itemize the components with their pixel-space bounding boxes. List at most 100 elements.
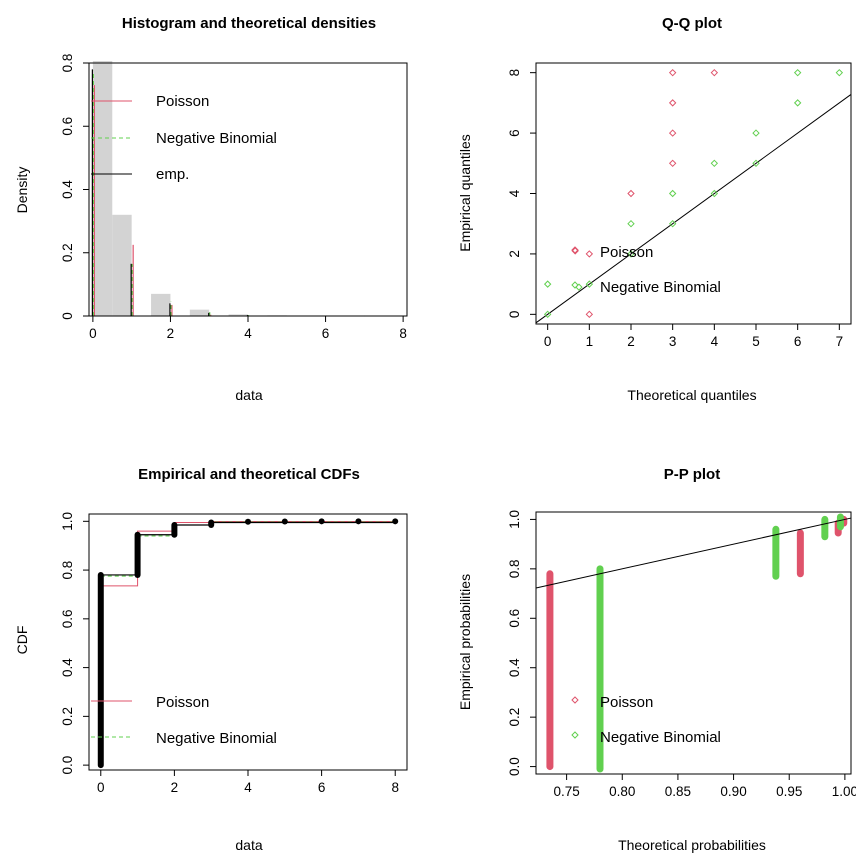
legend-label-poisson: Poisson [156,694,209,711]
panel-cdf: Empirical and theoretical CDFs data CDF … [14,466,408,853]
y-tick-label: 0.8 [60,54,75,73]
x-tick-label: 2 [627,334,635,349]
qq-point-negative-binomial [793,99,802,107]
x-tick-label: 0.85 [665,784,691,799]
x-axis: 0 2 4 6 8 [97,770,399,795]
x-tick-label: 5 [752,334,760,349]
x-tick-label: 3 [669,334,677,349]
y-tick-label: 0 [60,312,75,320]
y-tick-label: 0.4 [507,658,522,677]
x-tick-label: 6 [794,334,802,349]
empirical-cdf-point [245,518,251,525]
legend: Poisson Negative Binomial emp. [91,93,277,183]
qq-point-negative-binomial [710,189,719,198]
y-tick-label: 0.2 [60,243,75,262]
qq-point-poisson [668,99,677,107]
x-tick-label: 0 [97,780,105,795]
plot-frame [535,511,852,775]
x-tick-label: 8 [399,326,407,341]
y-tick-label: 0.4 [60,180,75,199]
reference-line [535,517,852,589]
qq-point-negative-binomial [575,283,583,291]
qq-point-negative-binomial [710,159,719,167]
legend-label-poisson: Poisson [600,244,653,261]
x-tick-label: 4 [711,334,719,349]
legend-label-emp: emp. [156,166,189,183]
qq-point-poisson [710,68,719,77]
marks [535,68,852,324]
empirical-cdf-point [392,518,399,525]
legend-label-poisson: Poisson [600,694,653,711]
chart-title: Empirical and theoretical CDFs [138,466,360,483]
x-tick-label: 0.95 [776,784,802,799]
y-tick-label: 0.6 [507,609,522,628]
x-axis-label: Theoretical probabilities [618,837,766,853]
y-axis: 0 2 4 6 8 [507,69,536,318]
x-tick-label: 0.90 [720,784,746,799]
qq-point-negative-binomial [752,129,760,137]
y-tick-label: 4 [507,189,522,197]
marks [91,61,404,316]
plot-frame [88,62,408,317]
marks [535,513,852,773]
x-tick-label: 8 [391,780,399,795]
qq-point-poisson [668,129,677,137]
x-tick-label: 0 [89,326,97,341]
panel-qq-plot: Q-Q plot Theoretical quantiles Empirical… [457,15,852,403]
y-tick-label: 0 [507,311,522,319]
empirical-cdf-point [355,518,362,525]
x-tick-label: 0.80 [609,784,635,799]
y-tick-label: 0.6 [60,117,75,136]
qq-point-negative-binomial [752,159,760,167]
y-tick-label: 0.2 [507,708,522,727]
histogram-bar [112,214,132,316]
qq-point-poisson [668,68,677,77]
qq-point-negative-binomial [793,68,802,77]
qq-point-poisson [585,310,594,319]
y-axis-label: Empirical probabilities [457,574,473,710]
histogram-bar [189,309,210,316]
legend: Poisson Negative Binomial [571,244,721,296]
x-tick-label: 4 [244,326,252,341]
y-tick-label: 1.0 [60,512,75,531]
qq-point-negative-binomial [543,310,552,319]
chart-title: Histogram and theoretical densities [122,15,376,32]
qq-point-poisson [585,250,594,258]
x-tick-label: 6 [322,326,330,341]
x-axis: 0 2 4 6 8 [89,316,407,341]
legend-swatch-poisson [571,696,579,704]
y-tick-label: 0.2 [60,707,75,726]
x-tick-label: 2 [167,326,175,341]
x-axis-label: Theoretical quantiles [627,387,756,403]
y-tick-label: 8 [507,69,522,77]
qq-point-negative-binomial [835,68,844,77]
x-axis: 0.75 0.80 0.85 0.90 0.95 1.00 [553,774,856,799]
legend-swatch-poisson [571,246,579,254]
y-tick-label: 1.0 [507,510,522,529]
reference-line [535,94,852,324]
y-axis: 0.0 0.2 0.4 0.6 0.8 1.0 [60,512,89,775]
x-axis-label: data [235,387,262,403]
x-tick-label: 4 [244,780,252,795]
qq-point-negative-binomial [668,189,677,198]
x-tick-label: 6 [318,780,326,795]
empirical-cdf-point [281,518,288,525]
y-tick-label: 0.0 [507,757,522,776]
empirical-cdf-point [318,518,325,525]
histogram-bar [228,314,248,316]
y-tick-label: 2 [507,250,522,258]
qq-point-poisson [668,159,677,167]
legend: Poisson Negative Binomial [91,694,277,747]
legend-label-poisson: Poisson [156,93,209,110]
chart-title: P-P plot [664,466,720,483]
x-axis-label: data [235,837,262,853]
y-axis: 0.0 0.2 0.4 0.6 0.8 1.0 [507,510,536,776]
y-axis: 0 0.2 0.4 0.6 0.8 [60,54,89,320]
panel-pp-plot: P-P plot Theoretical probabilities Empir… [457,466,856,853]
y-tick-label: 0.8 [507,559,522,578]
legend-label-negbin: Negative Binomial [600,279,721,296]
y-axis-label: Empirical quantiles [457,134,473,252]
legend-swatch-negbin [571,281,579,289]
x-tick-label: 7 [836,334,844,349]
